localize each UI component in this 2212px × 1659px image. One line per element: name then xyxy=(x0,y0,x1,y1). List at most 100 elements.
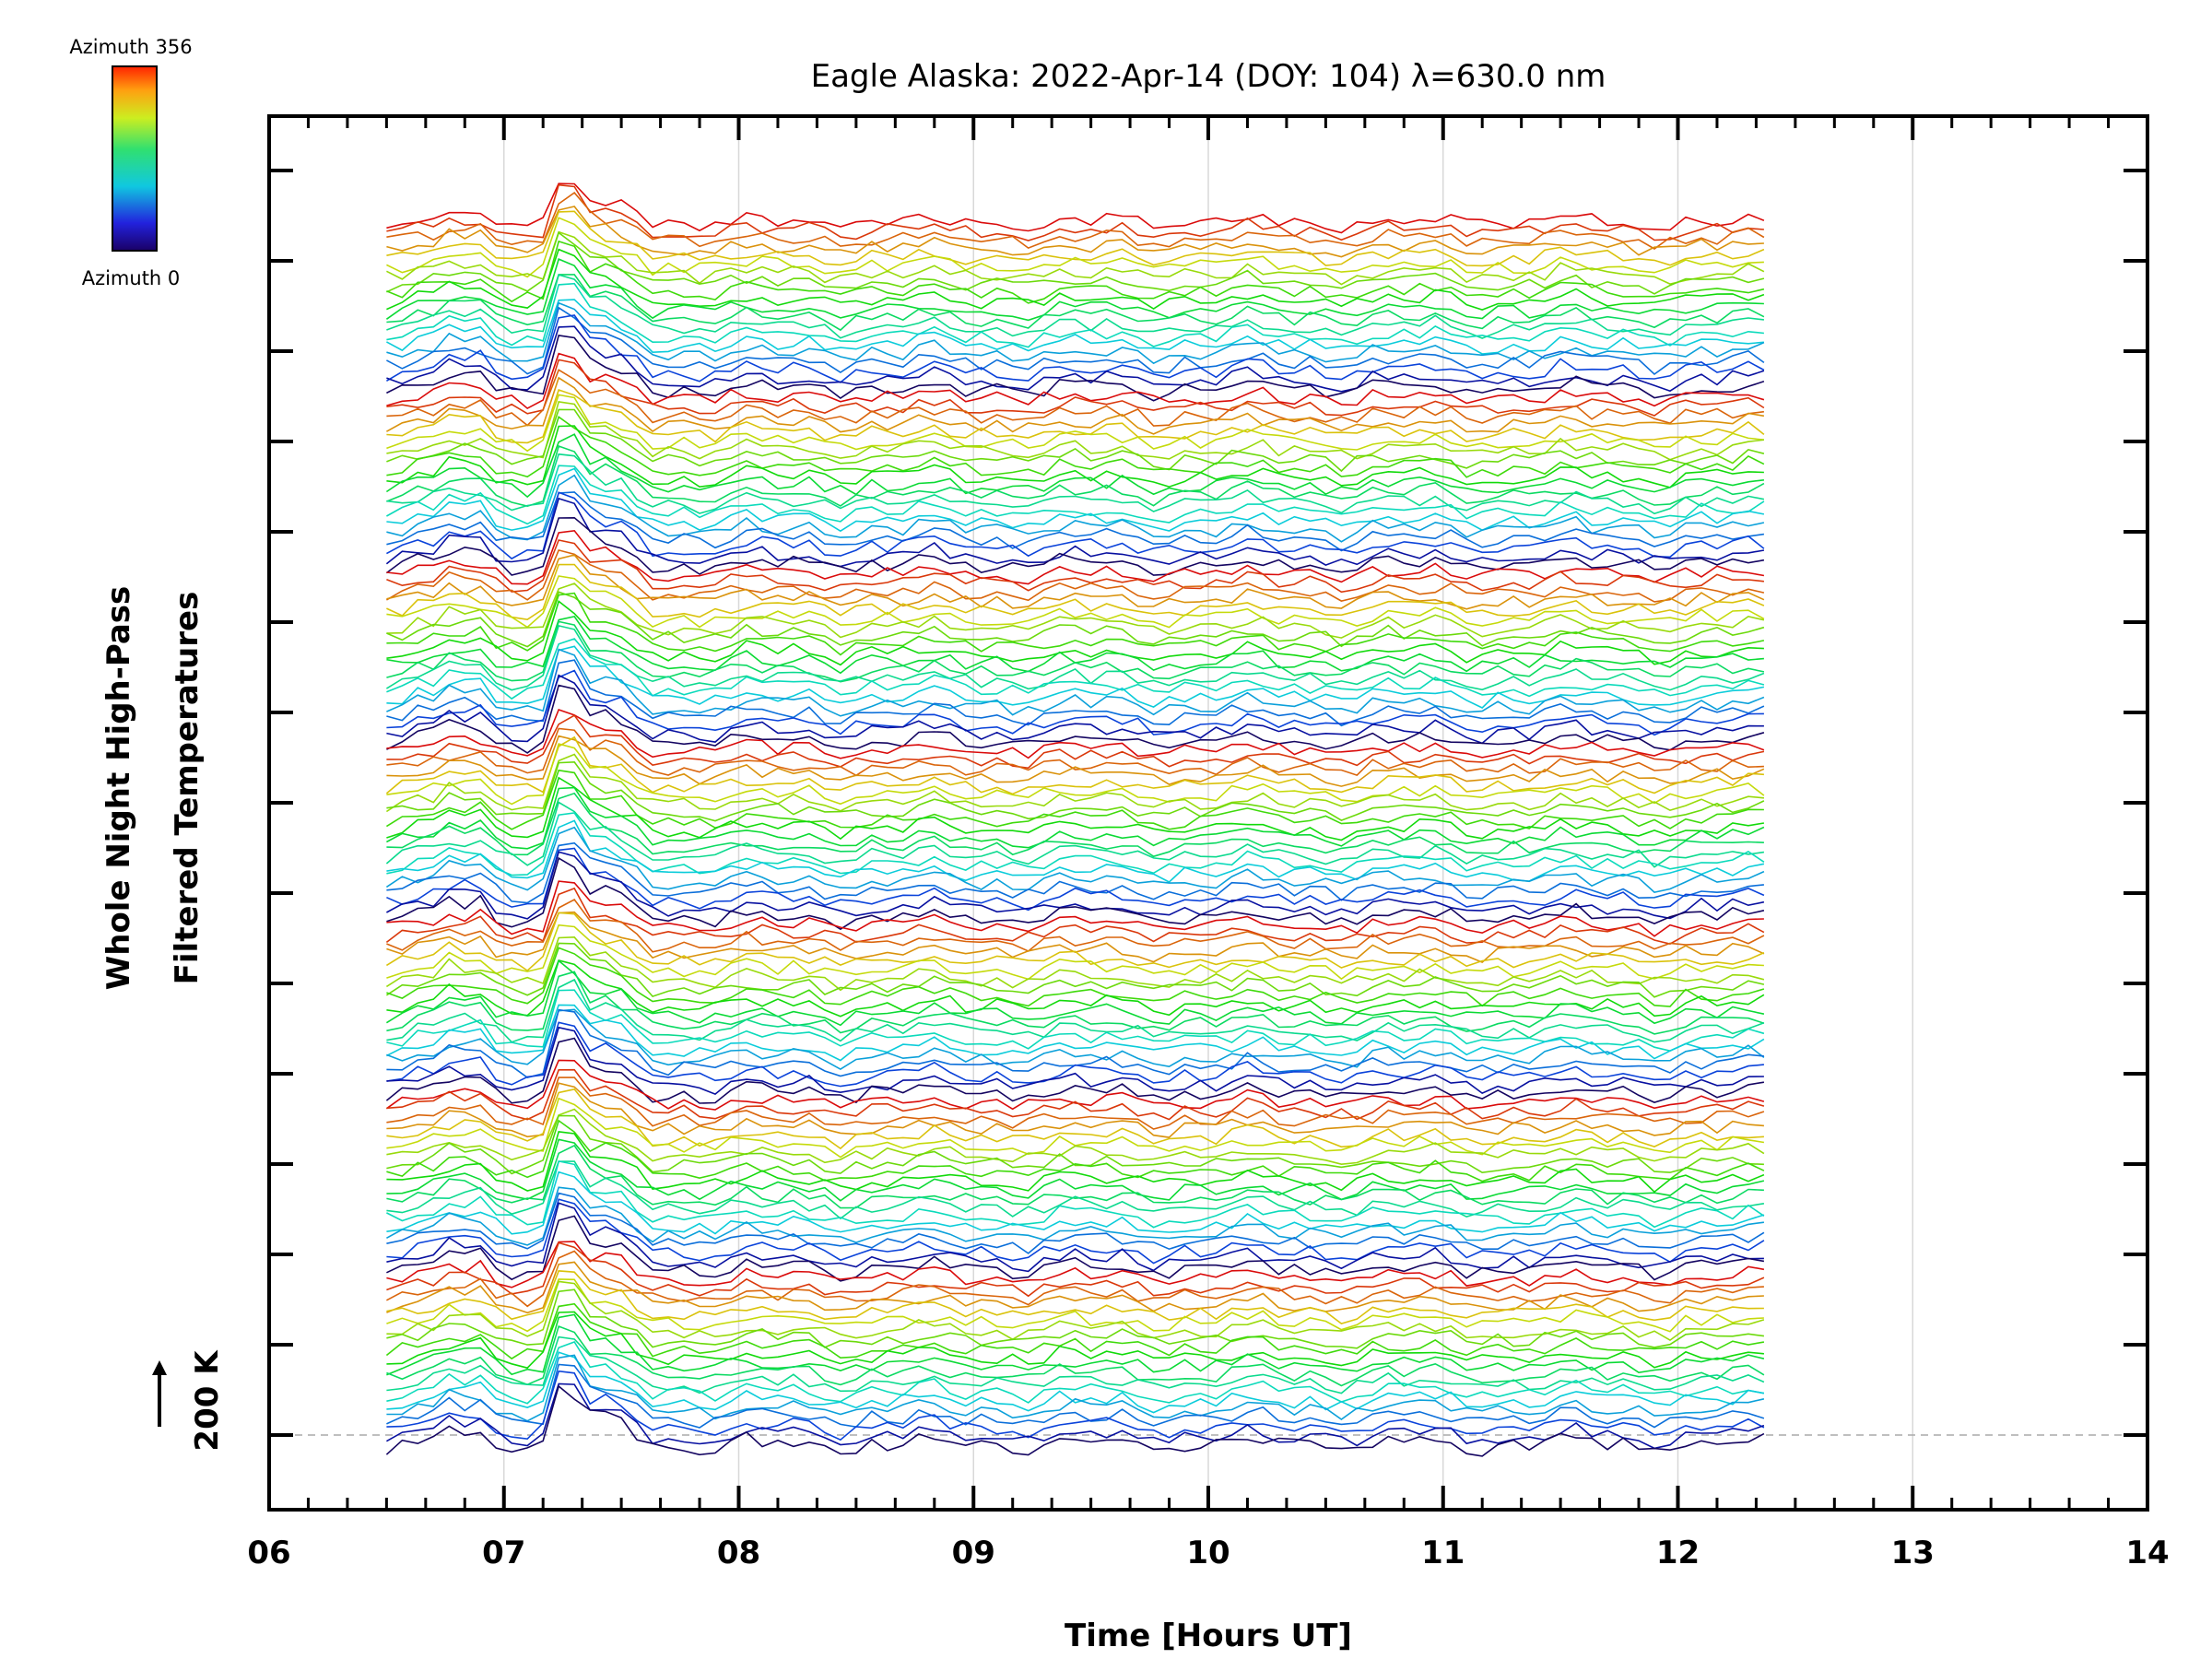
series-line xyxy=(385,516,1765,576)
series-line xyxy=(386,978,1765,1043)
series-line xyxy=(386,306,1765,376)
x-tick-label: 10 xyxy=(1186,1535,1230,1571)
series-line xyxy=(386,416,1765,478)
series-line xyxy=(386,1082,1764,1138)
series-line xyxy=(386,592,1765,656)
series-line xyxy=(386,1108,1765,1166)
series-line xyxy=(386,282,1764,348)
series-line xyxy=(385,258,1764,322)
series-line xyxy=(386,776,1765,841)
baseline-marker: 200 K xyxy=(152,1349,226,1452)
series-line xyxy=(386,1311,1764,1370)
series-line xyxy=(386,1114,1764,1175)
series-line xyxy=(386,539,1764,594)
series-line xyxy=(386,714,1765,770)
series-line xyxy=(386,401,1764,461)
series-line xyxy=(386,1335,1765,1394)
series-line xyxy=(385,801,1765,868)
series-line xyxy=(386,1131,1765,1194)
y-axis-label-line1: Whole Night High-Pass xyxy=(100,586,137,991)
series-line xyxy=(386,638,1765,700)
series-line xyxy=(386,856,1765,931)
series-line xyxy=(386,444,1765,508)
axis-ticks xyxy=(267,116,2149,1510)
colorbar-gradient xyxy=(112,65,158,252)
series-line xyxy=(386,1088,1764,1150)
series-group xyxy=(385,182,1765,1457)
series-line xyxy=(386,425,1764,488)
series-line xyxy=(386,620,1765,683)
series-line xyxy=(385,887,1765,945)
series-line xyxy=(386,743,1765,806)
series-line xyxy=(385,935,1765,992)
series-line xyxy=(386,786,1765,850)
series-line xyxy=(386,1186,1765,1246)
series-line xyxy=(386,376,1765,435)
series-line xyxy=(386,240,1765,304)
series-line xyxy=(386,352,1765,410)
series-line xyxy=(385,1302,1765,1360)
colorbar-bottom-label: Azimuth 0 xyxy=(82,267,181,289)
series-line xyxy=(386,659,1765,727)
series-line xyxy=(385,959,1765,1027)
series-line xyxy=(386,1261,1764,1314)
series-line xyxy=(386,735,1765,787)
series-line xyxy=(386,548,1765,603)
series-line xyxy=(386,847,1765,912)
series-line xyxy=(386,1351,1765,1414)
series-line xyxy=(386,924,1764,981)
series-line xyxy=(385,826,1765,893)
series-line xyxy=(386,206,1764,258)
x-tick-labels: 06 07 08 09 10 11 12 13 14 xyxy=(247,1535,2169,1571)
series-line xyxy=(385,497,1765,568)
series-line xyxy=(386,971,1765,1035)
series-line xyxy=(385,942,1765,998)
series-line xyxy=(385,1384,1765,1457)
series-line xyxy=(386,1192,1765,1254)
series-line xyxy=(385,1037,1765,1104)
x-axis-label: Time [Hours UT] xyxy=(1065,1618,1352,1654)
series-line xyxy=(386,1144,1764,1209)
series-line xyxy=(386,529,1765,585)
x-tick-label: 09 xyxy=(952,1535,995,1571)
series-line xyxy=(386,727,1764,777)
series-line xyxy=(386,989,1765,1052)
series-line xyxy=(386,388,1765,444)
series-line xyxy=(386,491,1765,552)
series-line xyxy=(386,1288,1765,1349)
series-line xyxy=(386,708,1765,759)
series-line xyxy=(386,217,1764,278)
series-line xyxy=(386,1341,1765,1405)
series-line xyxy=(386,684,1765,754)
series-line xyxy=(386,1241,1765,1298)
series-line xyxy=(386,231,1765,295)
series-line xyxy=(385,769,1764,830)
series-line xyxy=(386,880,1764,937)
x-tick-label: 06 xyxy=(247,1535,290,1571)
series-line xyxy=(386,582,1765,639)
series-line xyxy=(385,1059,1765,1111)
series-line xyxy=(386,335,1765,402)
series-line xyxy=(385,314,1765,383)
x-tick-label: 12 xyxy=(1656,1535,1700,1571)
series-line xyxy=(386,359,1765,417)
series-line xyxy=(386,1250,1764,1308)
x-tick-label: 07 xyxy=(482,1535,525,1571)
series-line xyxy=(386,465,1765,525)
series-line xyxy=(386,591,1765,648)
series-line xyxy=(386,394,1764,453)
series-line xyxy=(386,192,1765,250)
x-tick-label: 08 xyxy=(717,1535,760,1571)
series-line xyxy=(386,408,1765,473)
series-line xyxy=(386,600,1764,666)
x-tick-label: 14 xyxy=(2125,1535,2169,1571)
series-line xyxy=(386,1370,1765,1441)
series-line xyxy=(386,1280,1765,1342)
series-line xyxy=(386,210,1765,267)
series-line xyxy=(386,1008,1765,1071)
series-line xyxy=(386,183,1764,241)
series-line xyxy=(386,325,1765,393)
series-line xyxy=(386,1198,1765,1265)
series-line xyxy=(386,301,1765,365)
